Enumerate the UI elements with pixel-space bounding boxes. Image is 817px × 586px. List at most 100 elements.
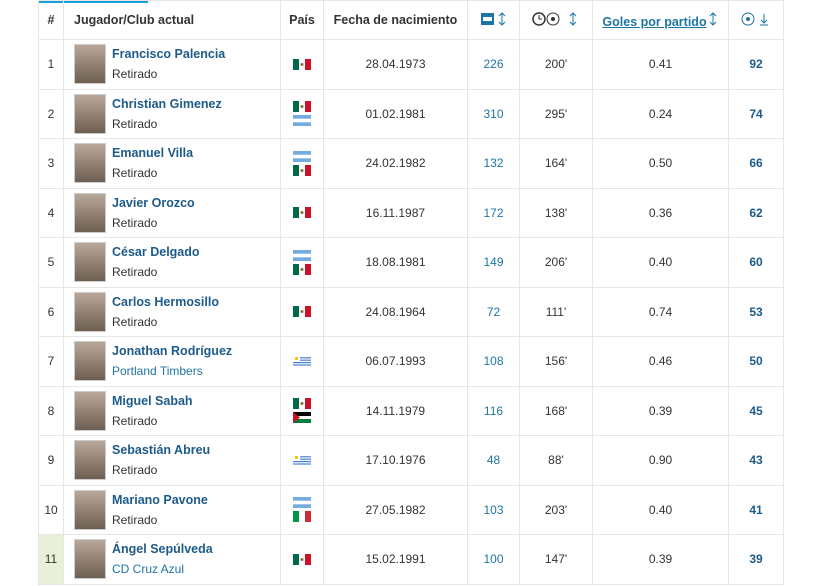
birth-cell: 27.05.1982 [323, 484, 468, 535]
matches[interactable]: 132 [483, 156, 504, 171]
goals[interactable]: 92 [749, 57, 763, 72]
matches-icon [480, 11, 505, 26]
goals-cell: 92 [728, 39, 784, 90]
player-name[interactable]: Francisco Palencia [112, 47, 226, 62]
flag [293, 58, 311, 70]
player-row: 1 Francisco Palencia Retirado 28.04.1973 226… [38, 39, 784, 90]
country-cell [280, 336, 324, 387]
matches[interactable]: 108 [483, 354, 504, 369]
header[interactable]: Fecha de nacimiento [323, 0, 468, 40]
player-row: 6 Carlos Hermosillo Retirado 24.08.1964 72 11… [38, 286, 784, 337]
goals[interactable]: 39 [749, 552, 763, 567]
rank: 3 [47, 156, 55, 171]
player-cell: Mariano Pavone Retirado [63, 484, 281, 535]
flag [293, 497, 311, 509]
minutes-cell: 138' [519, 187, 593, 238]
goals-per-match: 0.50 [648, 156, 673, 171]
goals-header[interactable] [728, 0, 784, 40]
matches[interactable]: 310 [483, 106, 504, 121]
goals-per-match: 0.24 [648, 106, 673, 121]
goals[interactable]: 41 [749, 502, 763, 517]
player-name[interactable]: Emanuel Villa [112, 146, 194, 161]
flag [293, 101, 311, 113]
header[interactable]: Goles por partido [592, 0, 729, 40]
birth-cell: 24.02.1982 [323, 138, 468, 189]
club[interactable]: Portland Timbers [112, 364, 203, 379]
birth-cell: 01.02.1981 [323, 88, 468, 139]
club: Retirado [112, 67, 158, 82]
birth-cell: 06.07.1993 [323, 336, 468, 387]
goals[interactable]: 50 [749, 354, 763, 369]
club[interactable]: CD Cruz Azul [112, 562, 185, 577]
matches[interactable]: 100 [483, 552, 504, 567]
player-name[interactable]: Miguel Sabah [112, 393, 193, 408]
flag [293, 115, 311, 127]
goals[interactable]: 43 [749, 453, 763, 468]
minutes-per-goal: 168' [544, 403, 568, 418]
ranking-table: # Jugador/Club actual País Fecha de naci… [38, 0, 784, 585]
goals[interactable]: 53 [749, 304, 763, 319]
player-row: 9 Sebastián Abreu Retirado 17.10.1976 48 88' 0… [38, 435, 784, 486]
club: Retirado [112, 413, 158, 428]
player-name[interactable]: Christian Gimenez [112, 96, 222, 111]
player-name[interactable]: Jonathan Rodríguez [112, 344, 233, 359]
goals-per-match: 0.39 [648, 403, 673, 418]
matches[interactable]: 172 [483, 205, 504, 220]
player-name[interactable]: Sebastián Abreu [112, 443, 211, 458]
matches-header[interactable] [467, 0, 520, 40]
header-link[interactable]: Goles por partido [602, 14, 707, 29]
birth-date: 17.10.1976 [365, 453, 426, 468]
birth-date: 14.11.1979 [365, 403, 426, 418]
minutes-header[interactable] [519, 0, 593, 40]
flag [293, 553, 311, 565]
country-cell [280, 435, 324, 486]
birth-cell: 17.10.1976 [323, 435, 468, 486]
matches[interactable]: 226 [483, 57, 504, 72]
matches[interactable]: 149 [483, 255, 504, 270]
matches[interactable]: 48 [486, 453, 501, 468]
matches[interactable]: 103 [483, 502, 504, 517]
goals-per-match: 0.36 [648, 205, 673, 220]
goals-per-match: 0.74 [648, 304, 673, 319]
player-name[interactable]: Mariano Pavone [112, 492, 208, 507]
header[interactable]: Jugador/Club actual [63, 0, 281, 40]
goals-cell: 53 [728, 286, 784, 337]
player-name[interactable]: Ángel Sepúlveda [112, 542, 213, 557]
player-row: 5 César Delgado Retirado 18.08.1981 149 206' 0… [38, 237, 784, 288]
club: Retirado [112, 166, 158, 181]
rank-cell: 9 [38, 435, 64, 486]
player-photo [74, 143, 106, 184]
player-name[interactable]: Carlos Hermosillo [112, 294, 219, 309]
flag [293, 164, 311, 176]
ratio-cell: 0.39 [592, 385, 729, 436]
country-cell [280, 286, 324, 337]
player-cell: Javier Orozco Retirado [63, 187, 281, 238]
header: # [38, 0, 64, 40]
matches[interactable]: 72 [486, 304, 501, 319]
goals[interactable]: 74 [749, 106, 763, 121]
birth-date: 16.11.1987 [365, 205, 426, 220]
minutes-per-goal: 295' [544, 106, 568, 121]
player-row: 4 Javier Orozco Retirado 16.11.1987 172 138' 0… [38, 187, 784, 238]
birth-cell: 15.02.1991 [323, 534, 468, 585]
flag [293, 511, 311, 523]
rank: 2 [47, 106, 55, 121]
goals[interactable]: 60 [749, 255, 763, 270]
player-name[interactable]: Javier Orozco [112, 195, 195, 210]
flag [293, 398, 311, 410]
rank-cell: 11 [38, 534, 64, 585]
minutes-cell: 203' [519, 484, 593, 535]
rank-cell: 8 [38, 385, 64, 436]
country-cell [280, 237, 324, 288]
matches[interactable]: 116 [483, 403, 504, 418]
goals-cell: 50 [728, 336, 784, 387]
goals[interactable]: 45 [749, 403, 763, 418]
goals[interactable]: 66 [749, 156, 763, 171]
country-cell [280, 138, 324, 189]
matches-cell: 103 [467, 484, 520, 535]
goals-per-match: 0.90 [648, 453, 673, 468]
goals[interactable]: 62 [749, 205, 763, 220]
player-photo [74, 242, 106, 283]
club: Retirado [112, 215, 158, 230]
player-name[interactable]: César Delgado [112, 245, 200, 260]
